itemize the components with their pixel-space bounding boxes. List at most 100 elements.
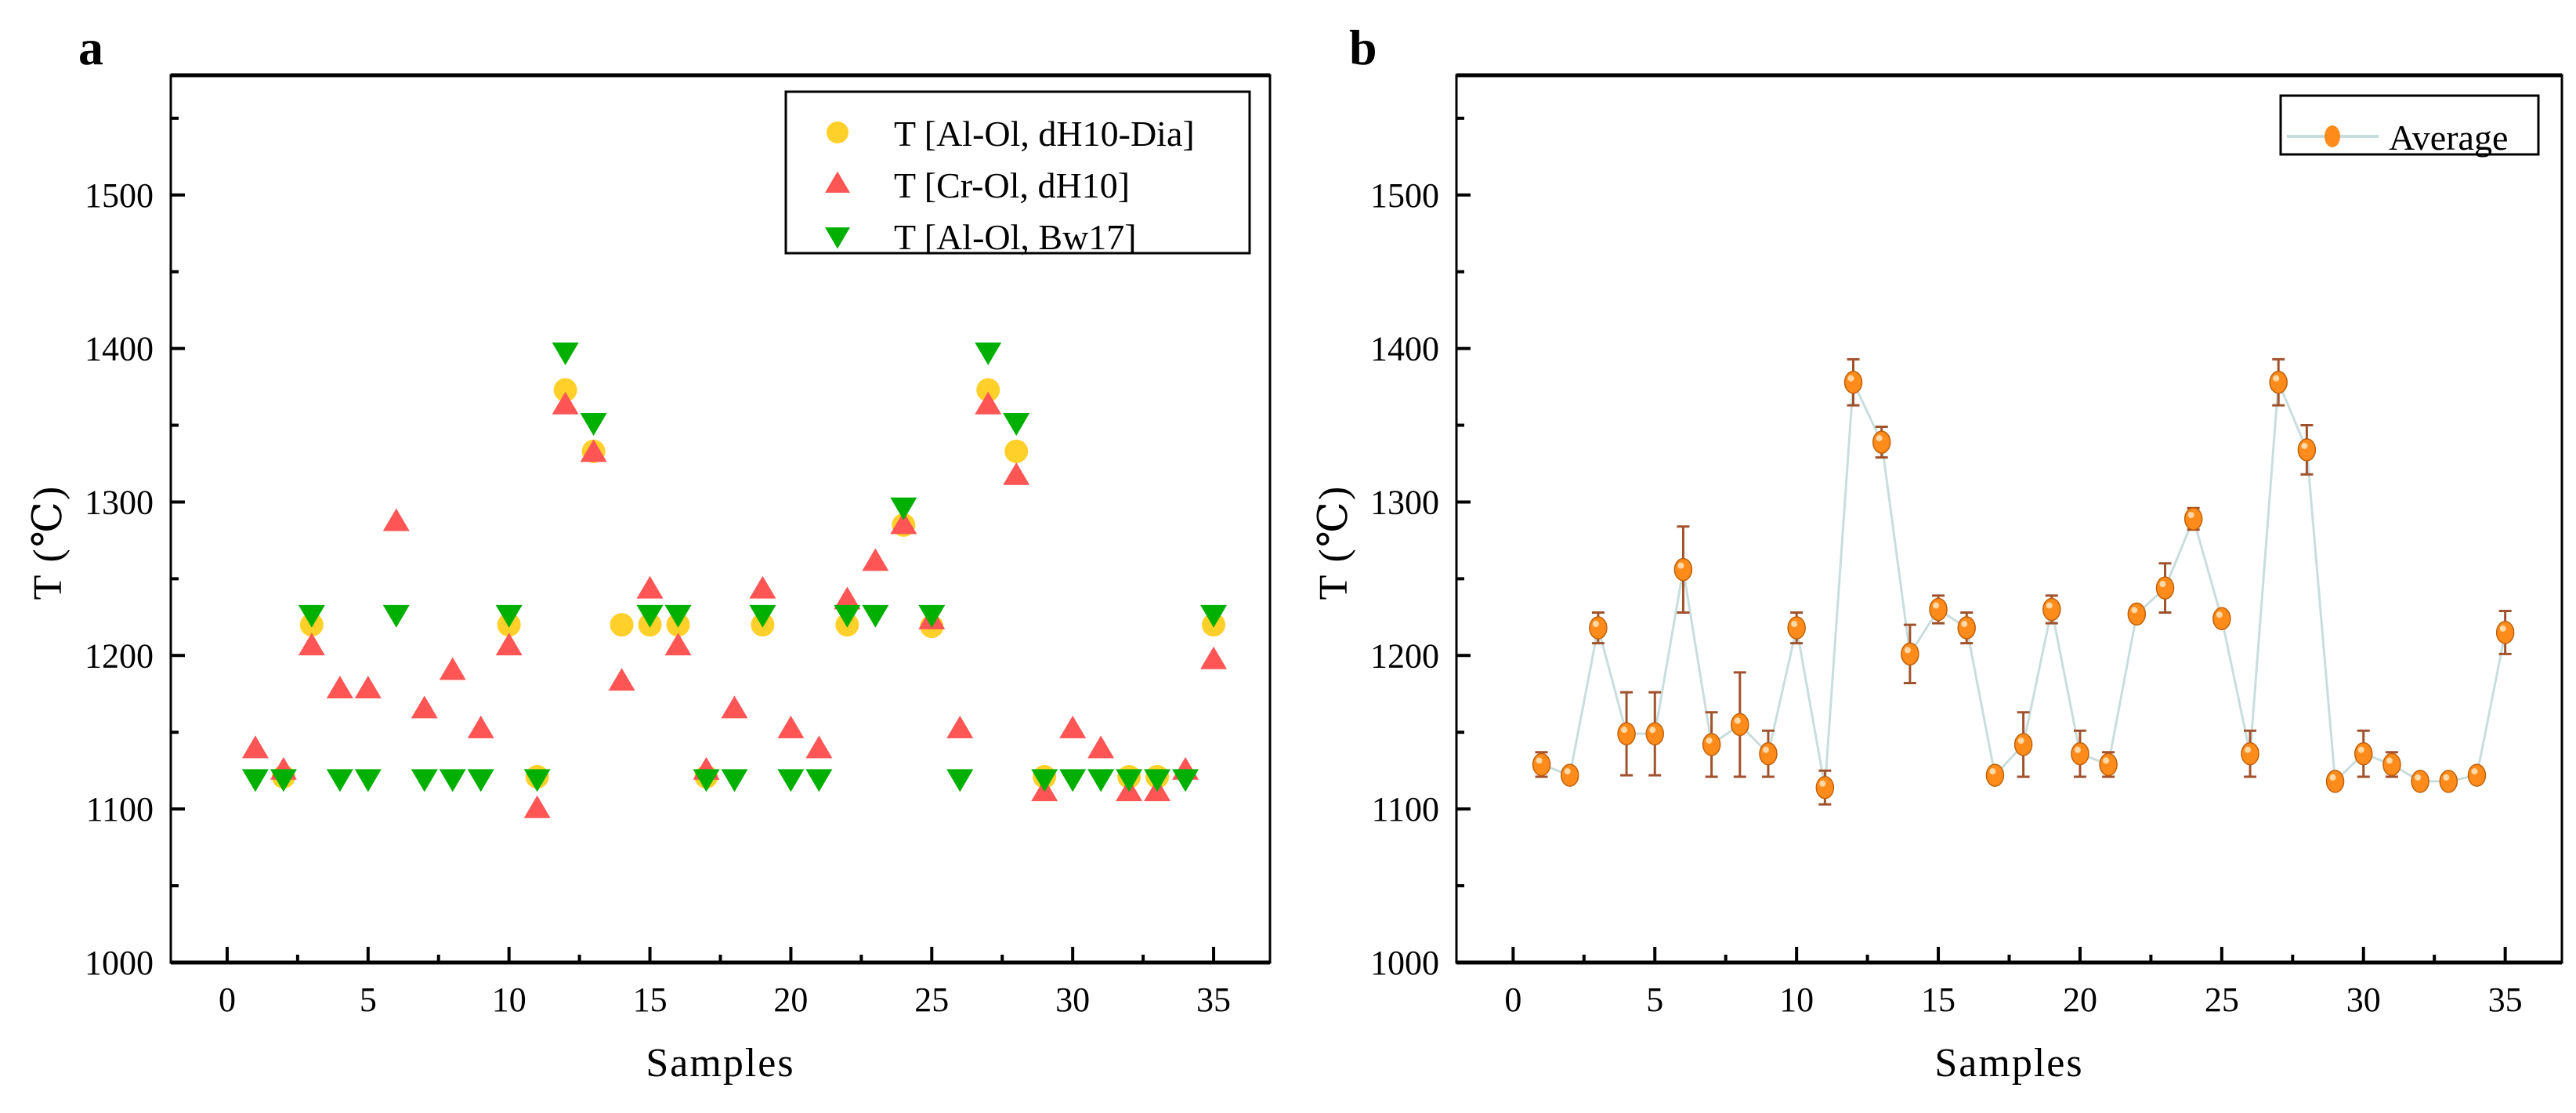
- data-point-highlight: [1621, 727, 1628, 734]
- data-point: [411, 695, 438, 719]
- data-point-highlight: [2357, 746, 2364, 753]
- data-point: [2212, 607, 2231, 631]
- data-point-highlight: [1876, 435, 1883, 442]
- data-point-highlight: [1536, 757, 1543, 764]
- data-point: [1617, 722, 1636, 745]
- data-point: [946, 715, 974, 738]
- data-point: [382, 604, 410, 628]
- data-point-highlight: [1706, 737, 1713, 744]
- data-point: [2042, 597, 2061, 622]
- data-point: [2439, 770, 2458, 793]
- y-tick-label: 1100: [86, 790, 154, 828]
- legend-box: [784, 90, 1251, 255]
- x-tick-label: 25: [914, 981, 949, 1019]
- data-point: [1872, 430, 1891, 454]
- data-point: [777, 769, 805, 792]
- data-point: [1787, 616, 1806, 640]
- data-point: [1172, 769, 1199, 792]
- panel-b-letter: b: [1349, 20, 1377, 75]
- data-point-highlight: [1989, 768, 1996, 775]
- data-point: [1815, 775, 1835, 799]
- data-point: [693, 769, 720, 792]
- data-point-highlight: [1564, 768, 1571, 775]
- data-point: [664, 604, 692, 628]
- data-point-highlight: [2471, 768, 2478, 775]
- data-point: [2155, 576, 2175, 600]
- x-tick-label: 20: [773, 981, 808, 1019]
- data-point-highlight: [1819, 780, 1826, 787]
- data-point: [467, 715, 494, 738]
- x-tick-label: 0: [219, 981, 236, 1019]
- data-point: [608, 668, 635, 691]
- legend-label: T [Al-Ol, dH10-Dia]: [894, 114, 1195, 154]
- data-point: [580, 439, 607, 462]
- series-2: [241, 342, 1228, 792]
- data-point: [2495, 621, 2515, 644]
- data-point: [890, 511, 917, 535]
- data-point-highlight: [2074, 746, 2081, 753]
- data-point: [241, 735, 269, 759]
- data-point: [2013, 733, 2033, 756]
- data-point: [1004, 439, 1029, 463]
- data-point-highlight: [1592, 621, 1599, 628]
- data-point: [553, 378, 577, 402]
- panel-a-chart: 1000 1100 1200 1300 1400 1500 0 5 10 15 20 25 30 35 Sa…: [26, 73, 1272, 1086]
- data-point: [411, 769, 438, 792]
- x-tick-label: 25: [2205, 981, 2239, 1019]
- data-point-highlight: [2216, 611, 2223, 618]
- data-point: [2382, 752, 2401, 777]
- data-point: [523, 769, 551, 792]
- data-point: [1087, 769, 1115, 792]
- data-point: [890, 497, 917, 520]
- data-point: [2325, 770, 2345, 793]
- legend-label: T [Cr-Ol, dH10]: [894, 165, 1130, 205]
- x-tick-label: 0: [1504, 981, 1521, 1019]
- data-point-highlight: [2273, 375, 2280, 382]
- data-point-highlight: [2017, 737, 2024, 744]
- data-point-highlight: [2443, 774, 2450, 781]
- y-tick-label: 1000: [85, 944, 154, 982]
- data-point: [749, 604, 776, 628]
- series-0: [1532, 357, 2515, 806]
- data-point: [495, 604, 523, 628]
- data-point: [1116, 769, 1143, 792]
- data-point-highlight: [2245, 746, 2252, 753]
- data-point: [2467, 763, 2487, 787]
- data-point: [1532, 752, 1551, 777]
- data-point: [976, 378, 1000, 402]
- x-axis-title: Samples: [1934, 1041, 2083, 1086]
- x-axis-title: Samples: [646, 1041, 794, 1086]
- x-tick-label: 10: [492, 981, 526, 1019]
- data-point: [1759, 741, 1778, 766]
- data-point: [1003, 413, 1030, 436]
- data-point: [439, 657, 466, 680]
- data-point-highlight: [1734, 717, 1741, 724]
- legend-label: T [Al-Ol, Bw17]: [894, 217, 1137, 257]
- data-point: [1560, 763, 1579, 787]
- legend: Average: [2279, 94, 2540, 158]
- data-point: [2353, 741, 2373, 766]
- data-point-highlight: [1933, 602, 1940, 609]
- data-point-highlight: [2329, 774, 2336, 781]
- data-point-highlight: [2415, 774, 2422, 781]
- data-point: [580, 413, 607, 436]
- data-point: [1200, 646, 1228, 669]
- y-tick-label: 1400: [85, 330, 154, 368]
- x-tick-label: 30: [2346, 981, 2381, 1019]
- data-point: [1144, 769, 1171, 792]
- x-tick-label: 30: [1055, 981, 1090, 1019]
- data-point: [834, 586, 861, 610]
- data-point: [749, 575, 776, 599]
- x-tick-label: 5: [1646, 981, 1663, 1019]
- data-point: [805, 735, 833, 759]
- data-point: [636, 604, 664, 628]
- data-point: [270, 769, 297, 792]
- data-point: [1059, 769, 1087, 792]
- data-point: [834, 604, 861, 628]
- y-tick-label: 1100: [1372, 790, 1439, 828]
- x-tick-label: 5: [360, 981, 377, 1019]
- data-point: [523, 795, 551, 818]
- y-tick-label: 1500: [85, 176, 154, 215]
- y-tick-label: 1300: [1370, 483, 1439, 521]
